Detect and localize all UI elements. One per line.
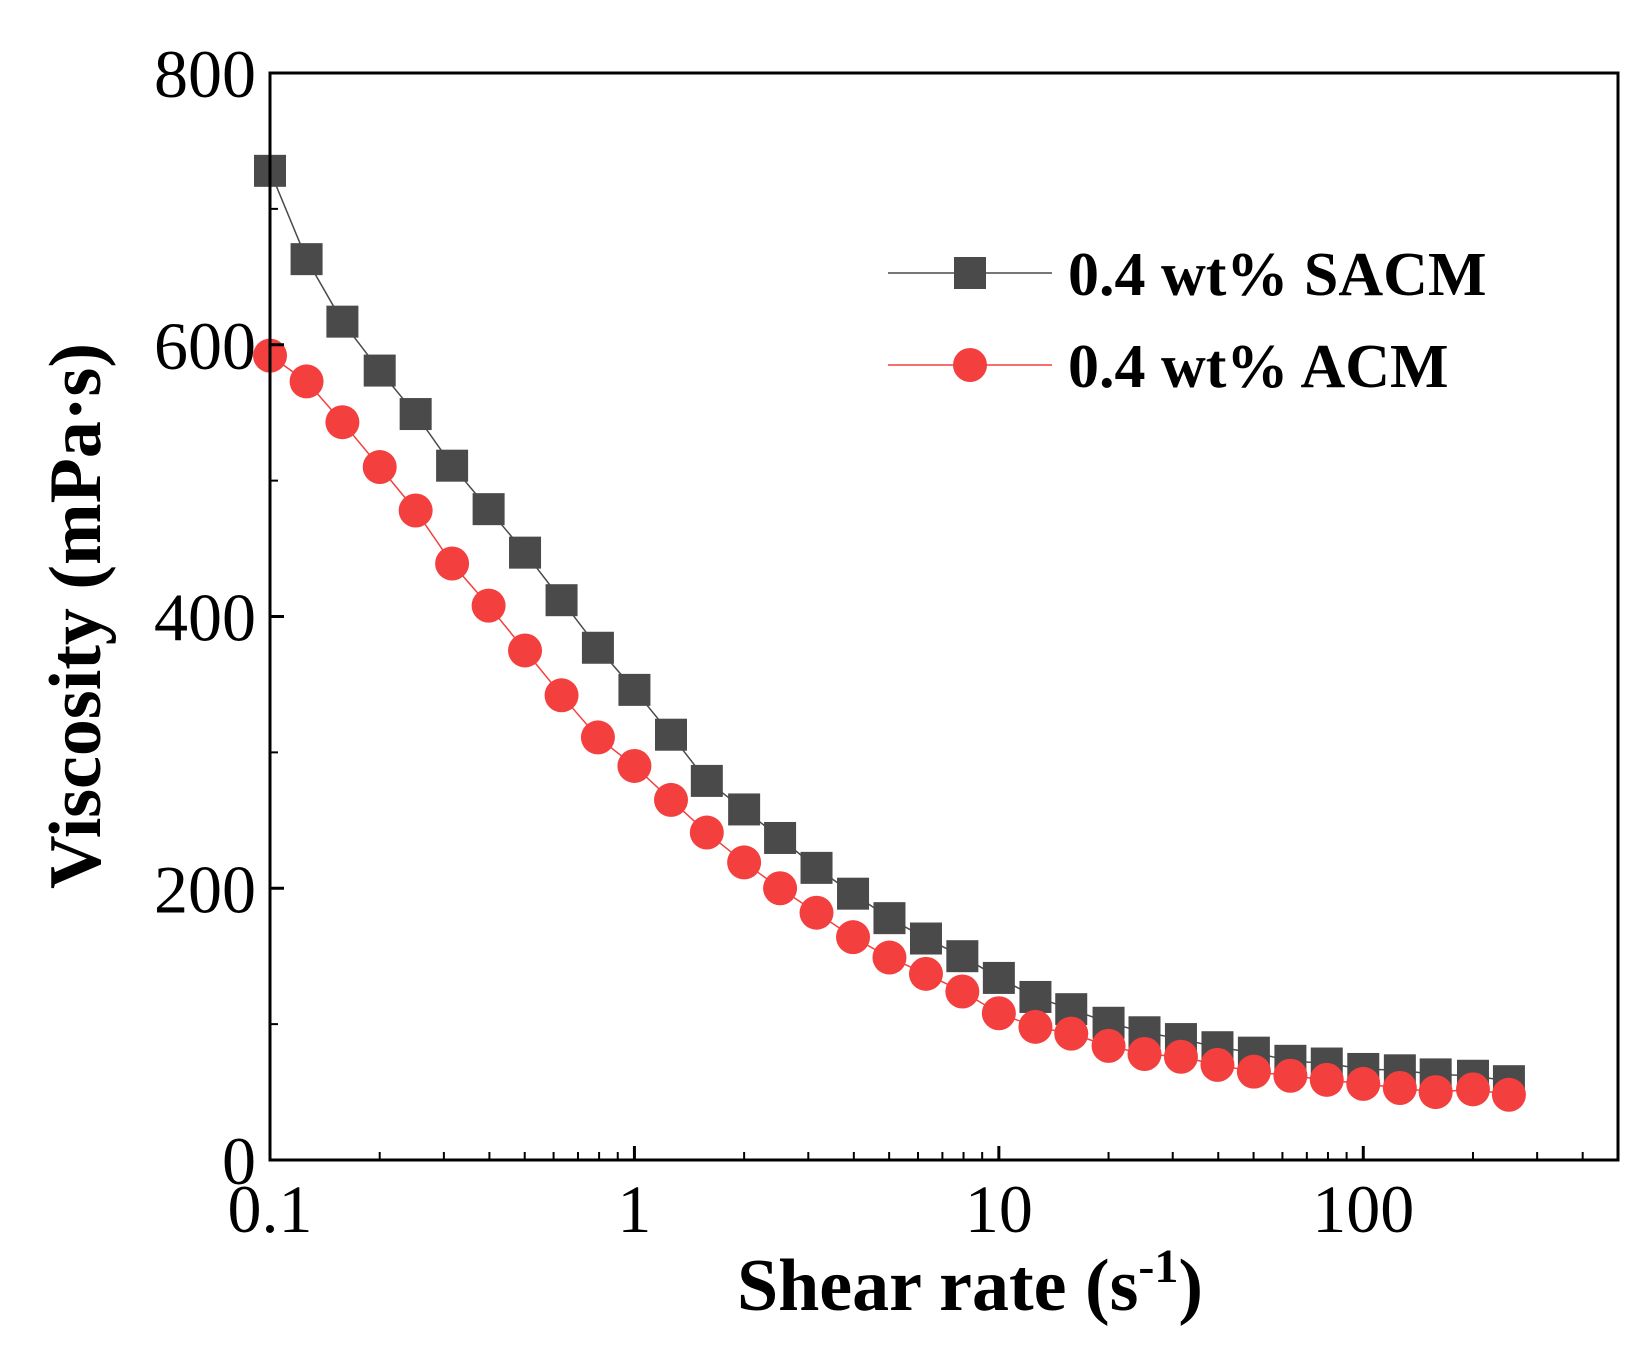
data-point: [436, 449, 469, 482]
x-tick-label: 0.1: [228, 1171, 313, 1247]
data-point: [1018, 1009, 1053, 1044]
data-point: [618, 673, 651, 706]
y-tick-label: 200: [154, 851, 256, 927]
data-point: [398, 493, 433, 528]
y-axis-title: Viscosity (mPa·s): [35, 343, 117, 889]
data-point: [1382, 1070, 1417, 1105]
data-point: [946, 940, 979, 973]
legend-item: 0.4 wt% SACM: [888, 241, 1486, 309]
data-point: [728, 793, 761, 826]
data-point: [509, 536, 542, 569]
data-point: [982, 961, 1015, 994]
y-tick-label: 800: [154, 36, 256, 112]
data-point: [655, 718, 688, 751]
data-point: [1163, 1039, 1198, 1074]
data-point: [326, 305, 359, 338]
x-axis-title-main: Shear rate (s: [737, 1245, 1138, 1327]
data-point: [471, 588, 506, 623]
data-point: [435, 546, 470, 581]
data-point: [909, 922, 942, 955]
data-point: [872, 940, 907, 975]
series-acm: [253, 338, 1526, 1112]
data-point: [1346, 1066, 1381, 1101]
data-point: [945, 974, 980, 1009]
legend-marker: [953, 348, 987, 382]
y-tick-label: 400: [154, 580, 256, 656]
data-point: [617, 748, 652, 783]
data-point: [545, 584, 578, 617]
data-point: [1491, 1077, 1526, 1112]
data-point: [508, 633, 543, 668]
data-point: [472, 493, 505, 526]
data-point: [581, 631, 614, 664]
data-point: [836, 920, 871, 955]
data-point: [1019, 980, 1052, 1013]
data-point: [1455, 1072, 1490, 1107]
data-point: [362, 450, 397, 485]
data-point: [363, 354, 396, 387]
legend-label: 0.4 wt% SACM: [1068, 241, 1486, 309]
data-point: [727, 845, 762, 880]
legend-item: 0.4 wt% ACM: [888, 333, 1449, 401]
plot-frame: [268, 71, 1620, 1162]
data-point: [1273, 1058, 1308, 1093]
y-tick-label: 600: [154, 308, 256, 384]
data-point: [981, 996, 1016, 1031]
data-point: [837, 877, 870, 910]
data-point: [289, 364, 324, 399]
data-point: [544, 678, 579, 713]
x-tick-label: 10: [965, 1171, 1033, 1247]
data-point: [1236, 1054, 1271, 1089]
data-point: [1200, 1047, 1235, 1082]
series-layer: [253, 154, 1526, 1112]
data-point: [1054, 1016, 1089, 1051]
data-point: [654, 782, 689, 817]
data-point: [799, 895, 834, 930]
x-axis-title-close: ): [1178, 1245, 1203, 1327]
data-point: [690, 764, 723, 797]
ticks-layer: 0 200 400 600 800 0.1 1 10 100: [154, 36, 1619, 1247]
x-axis-title: Shear rate (s-1): [737, 1240, 1203, 1327]
legend-label: 0.4 wt% ACM: [1068, 333, 1449, 401]
data-point: [908, 956, 943, 991]
data-point: [1309, 1062, 1344, 1097]
legend-marker: [954, 257, 986, 289]
y-tick-label: 0: [222, 1123, 256, 1199]
data-point: [399, 398, 432, 431]
data-point: [763, 871, 798, 906]
data-point: [580, 720, 615, 755]
data-point: [325, 405, 360, 440]
data-point: [1127, 1037, 1162, 1072]
data-point: [800, 851, 833, 884]
x-tick-label: 1: [617, 1171, 651, 1247]
legend: 0.4 wt% SACM 0.4 wt% ACM: [888, 241, 1486, 401]
data-point: [764, 821, 797, 854]
data-point: [689, 815, 724, 850]
data-point: [873, 902, 906, 935]
series-sacm: [254, 154, 1525, 1098]
data-point: [1091, 1028, 1126, 1063]
x-tick-label: 100: [1312, 1171, 1414, 1247]
x-axis-title-superscript: -1: [1138, 1240, 1178, 1293]
data-point: [290, 243, 323, 276]
data-point: [1418, 1075, 1453, 1110]
